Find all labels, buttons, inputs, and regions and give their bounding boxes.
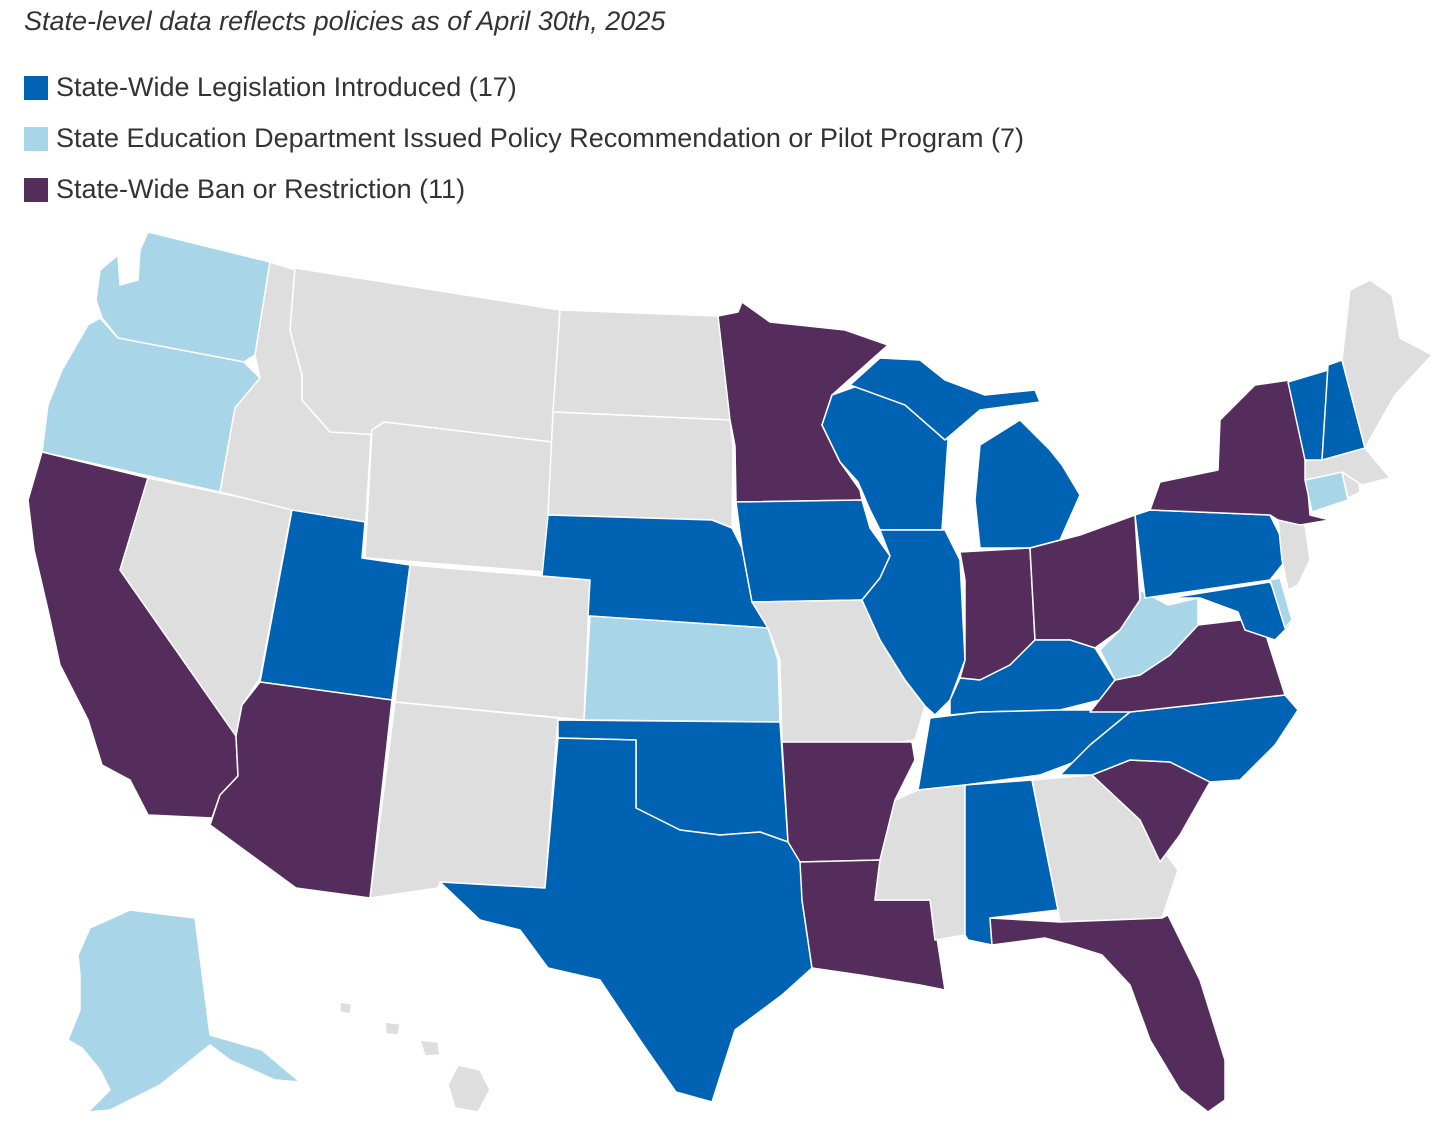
legend-swatch-recommendation <box>24 126 48 151</box>
state-MT[interactable] <box>289 267 561 443</box>
state-NM[interactable] <box>369 701 559 899</box>
state-MI[interactable] <box>974 419 1081 549</box>
legend-item-legislation[interactable]: State-Wide Legislation Introduced (17) <box>24 62 1024 113</box>
legend-swatch-ban <box>24 177 48 202</box>
state-NC[interactable] <box>1059 694 1299 783</box>
state-MI-upper[interactable] <box>849 357 1041 441</box>
state-ND[interactable] <box>552 309 731 421</box>
state-ME[interactable] <box>1341 279 1433 449</box>
legend-label-ban: State-Wide Ban or Restriction (11) <box>56 174 466 204</box>
state-IL[interactable] <box>861 529 966 716</box>
state-TX[interactable] <box>439 737 813 1103</box>
state-HI[interactable] <box>447 1064 491 1113</box>
state-HI-oahu[interactable] <box>384 1021 401 1036</box>
state-AK[interactable] <box>67 909 301 1113</box>
state-HI-maui[interactable] <box>419 1039 441 1057</box>
state-SD[interactable] <box>547 411 734 529</box>
state-NJ[interactable] <box>1277 519 1311 591</box>
state-DE[interactable] <box>1269 577 1293 629</box>
state-KS[interactable] <box>583 615 781 723</box>
state-FL[interactable] <box>989 914 1226 1113</box>
legend-item-ban[interactable]: State-Wide Ban or Restriction (11) <box>24 164 1024 215</box>
state-CO[interactable] <box>394 564 591 721</box>
state-IA[interactable] <box>735 499 891 603</box>
legend-item-recommendation[interactable]: State Education Department Issued Policy… <box>24 113 1024 164</box>
legend-label-recommendation: State Education Department Issued Policy… <box>56 123 1024 153</box>
legend: State-Wide Legislation Introduced (17) S… <box>24 62 1024 215</box>
legend-label-legislation: State-Wide Legislation Introduced (17) <box>56 72 517 102</box>
map-subtitle: State-level data reflects policies as of… <box>24 6 666 36</box>
state-AZ[interactable] <box>209 681 393 899</box>
legend-swatch-legislation <box>24 75 48 100</box>
state-WY[interactable] <box>364 421 553 573</box>
state-HI-kauai[interactable] <box>339 1001 353 1015</box>
states-group <box>27 231 1433 1113</box>
